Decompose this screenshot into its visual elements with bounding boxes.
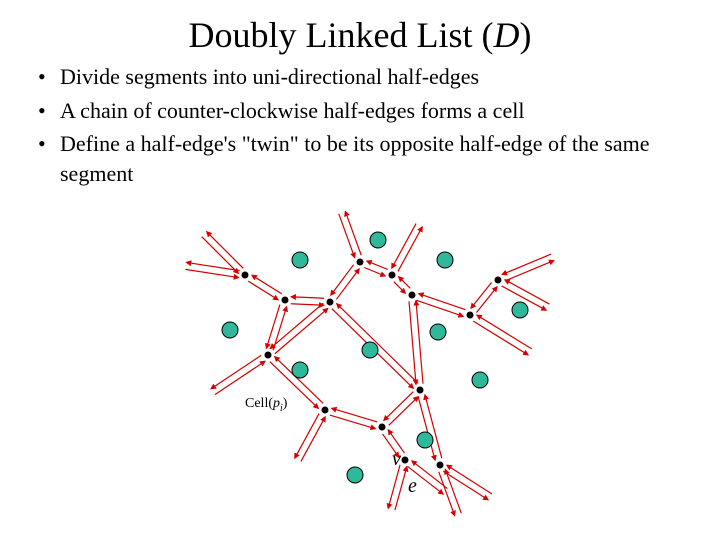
list-item: A chain of counter-clockwise half-edges … [60,96,690,126]
list-item: Divide segments into uni-directional hal… [60,62,690,92]
cell-label: Cell(pi) [245,396,287,414]
title-prefix: Doubly Linked List ( [189,15,494,55]
list-item: Define a half-edge's "twin" to be its op… [60,129,690,188]
title-suffix: ) [519,15,531,55]
edge-label: e [408,475,417,498]
title-var: D [493,15,519,55]
page-title: Doubly Linked List (D) [0,0,720,62]
bullet-list: Divide segments into uni-directional hal… [0,62,720,189]
vertex-label: v [392,448,401,471]
